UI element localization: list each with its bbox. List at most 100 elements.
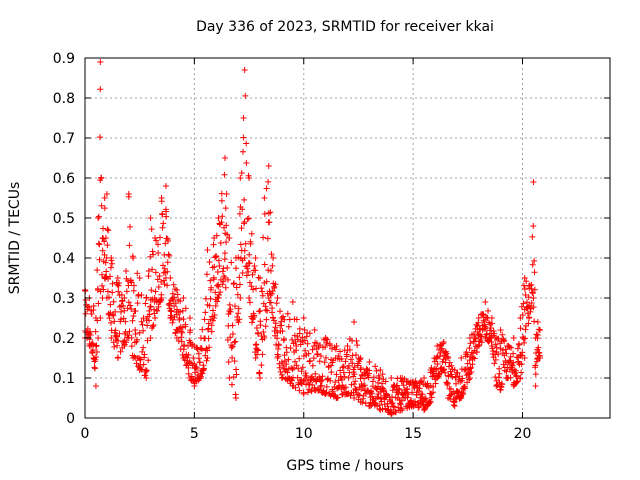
data-point (493, 383, 500, 389)
data-point (159, 224, 166, 231)
data-point (203, 271, 210, 278)
data-point (221, 250, 228, 257)
data-point (313, 340, 320, 347)
data-point (285, 323, 292, 330)
data-point (150, 251, 157, 258)
data-point (530, 295, 537, 301)
data-point (333, 343, 340, 349)
data-point (343, 353, 350, 360)
axis-ticks (84, 57, 610, 419)
data-point (351, 371, 358, 378)
data-point (440, 339, 447, 345)
data-point (136, 367, 143, 373)
data-point (152, 315, 158, 321)
data-point (351, 395, 358, 401)
data-point (267, 299, 274, 306)
data-point (171, 303, 178, 310)
data-point (277, 308, 284, 315)
data-point (259, 351, 266, 358)
data-point (223, 239, 230, 246)
data-point (259, 292, 266, 299)
data-point (153, 237, 160, 244)
data-point (101, 251, 108, 258)
data-point (469, 361, 476, 368)
data-point (534, 319, 541, 325)
data-point (219, 213, 226, 220)
data-point (351, 319, 358, 325)
data-point (531, 286, 538, 293)
data-point (191, 383, 198, 389)
data-point (142, 367, 149, 374)
data-point (240, 115, 247, 122)
data-point (226, 301, 233, 308)
data-point (279, 328, 286, 335)
data-point (427, 367, 434, 373)
data-point (210, 274, 217, 281)
data-point (207, 295, 214, 302)
data-point (267, 209, 274, 216)
scatter-points (82, 59, 543, 417)
data-point (100, 286, 107, 293)
data-point (219, 268, 226, 275)
data-point (228, 259, 235, 266)
data-point (214, 282, 221, 289)
data-point (235, 310, 242, 317)
data-point (100, 235, 107, 242)
data-point (116, 303, 123, 310)
data-point (419, 391, 426, 398)
data-point (531, 257, 538, 264)
data-point (228, 342, 235, 349)
data-point (299, 364, 306, 371)
data-point (275, 346, 282, 353)
data-point (201, 316, 208, 323)
data-point (501, 338, 508, 345)
data-point (86, 304, 93, 311)
data-point (126, 328, 133, 335)
data-point (96, 256, 103, 263)
data-point (311, 387, 318, 393)
data-point (495, 374, 502, 381)
data-point (468, 368, 475, 375)
data-point (200, 365, 207, 372)
x-tick-labels: 0 5 10 15 20 (81, 426, 532, 442)
data-point (314, 351, 321, 358)
data-point (454, 369, 461, 376)
data-point (251, 313, 258, 320)
data-point (121, 307, 128, 314)
data-point (222, 275, 228, 281)
data-point (240, 134, 247, 141)
data-point (451, 403, 458, 409)
data-point (204, 355, 211, 361)
data-point (316, 374, 323, 381)
data-point (142, 372, 149, 379)
data-point (427, 399, 434, 405)
data-point (451, 367, 458, 373)
data-point (404, 386, 411, 393)
data-point (101, 238, 108, 245)
data-point (117, 316, 124, 323)
data-point (520, 282, 527, 289)
data-point (537, 327, 543, 333)
data-point (410, 379, 417, 385)
data-point (238, 225, 245, 232)
data-point (245, 268, 252, 275)
data-point (247, 240, 254, 247)
data-point (129, 317, 136, 324)
data-point (434, 343, 441, 349)
data-point (263, 185, 270, 192)
data-point (301, 337, 308, 344)
data-point (149, 266, 156, 273)
data-point (174, 327, 181, 334)
data-point (208, 284, 215, 291)
data-point (150, 322, 157, 329)
data-point (257, 375, 263, 381)
data-point (437, 341, 444, 348)
data-point (372, 363, 379, 370)
data-point (530, 304, 537, 311)
data-point (233, 371, 240, 378)
data-point (310, 355, 317, 362)
data-point (327, 377, 334, 384)
data-point (525, 294, 532, 301)
data-point (125, 299, 132, 306)
data-point (378, 395, 385, 402)
